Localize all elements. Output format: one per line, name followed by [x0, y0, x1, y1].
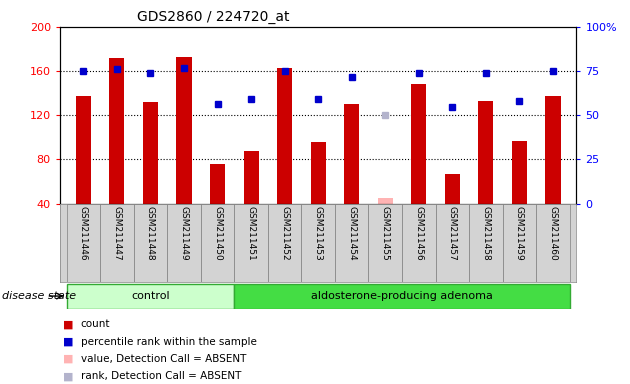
Text: GSM211451: GSM211451 — [246, 206, 256, 261]
Bar — [344, 104, 359, 204]
Text: GSM211450: GSM211450 — [213, 206, 222, 261]
Text: ■: ■ — [63, 319, 74, 329]
Text: GSM211447: GSM211447 — [112, 206, 122, 260]
Bar — [244, 151, 258, 204]
Text: control: control — [131, 291, 169, 301]
Text: ■: ■ — [63, 371, 74, 381]
Bar — [536, 204, 570, 282]
Bar — [67, 204, 100, 282]
Bar — [503, 204, 536, 282]
Bar — [445, 174, 460, 204]
Text: disease state: disease state — [2, 291, 76, 301]
Text: aldosterone-producing adenoma: aldosterone-producing adenoma — [311, 291, 493, 301]
Bar — [335, 204, 369, 282]
Text: GDS2860 / 224720_at: GDS2860 / 224720_at — [137, 10, 290, 25]
Bar — [210, 164, 225, 204]
Text: GSM211452: GSM211452 — [280, 206, 289, 260]
Text: GSM211457: GSM211457 — [448, 206, 457, 261]
Text: GSM211459: GSM211459 — [515, 206, 524, 261]
Bar — [100, 204, 134, 282]
Text: GSM211456: GSM211456 — [415, 206, 423, 261]
Text: ■: ■ — [63, 354, 74, 364]
Text: ■: ■ — [63, 337, 74, 347]
Bar — [546, 96, 561, 204]
Bar — [277, 68, 292, 204]
Bar — [176, 57, 192, 204]
Bar — [369, 204, 402, 282]
Text: value, Detection Call = ABSENT: value, Detection Call = ABSENT — [81, 354, 246, 364]
Bar — [67, 283, 234, 309]
Text: GSM211458: GSM211458 — [481, 206, 490, 261]
Text: percentile rank within the sample: percentile rank within the sample — [81, 337, 256, 347]
Bar — [378, 198, 392, 204]
Bar — [234, 204, 268, 282]
Bar — [234, 283, 570, 309]
Bar — [469, 204, 503, 282]
Bar — [301, 204, 335, 282]
Bar — [268, 204, 301, 282]
Bar — [134, 204, 167, 282]
Bar — [201, 204, 234, 282]
Text: GSM211455: GSM211455 — [381, 206, 390, 261]
Text: GSM211446: GSM211446 — [79, 206, 88, 260]
Bar — [435, 204, 469, 282]
Bar — [478, 101, 493, 204]
Bar — [402, 204, 435, 282]
Bar — [143, 102, 158, 204]
Text: count: count — [81, 319, 110, 329]
Text: GSM211449: GSM211449 — [180, 206, 188, 260]
Bar — [512, 141, 527, 204]
Bar — [110, 58, 125, 204]
Bar — [411, 84, 427, 204]
Text: GSM211454: GSM211454 — [347, 206, 356, 260]
Bar — [76, 96, 91, 204]
Text: GSM211460: GSM211460 — [549, 206, 558, 261]
Text: rank, Detection Call = ABSENT: rank, Detection Call = ABSENT — [81, 371, 241, 381]
Bar — [311, 142, 326, 204]
Bar — [167, 204, 201, 282]
Text: GSM211453: GSM211453 — [314, 206, 323, 261]
Text: GSM211448: GSM211448 — [146, 206, 155, 260]
